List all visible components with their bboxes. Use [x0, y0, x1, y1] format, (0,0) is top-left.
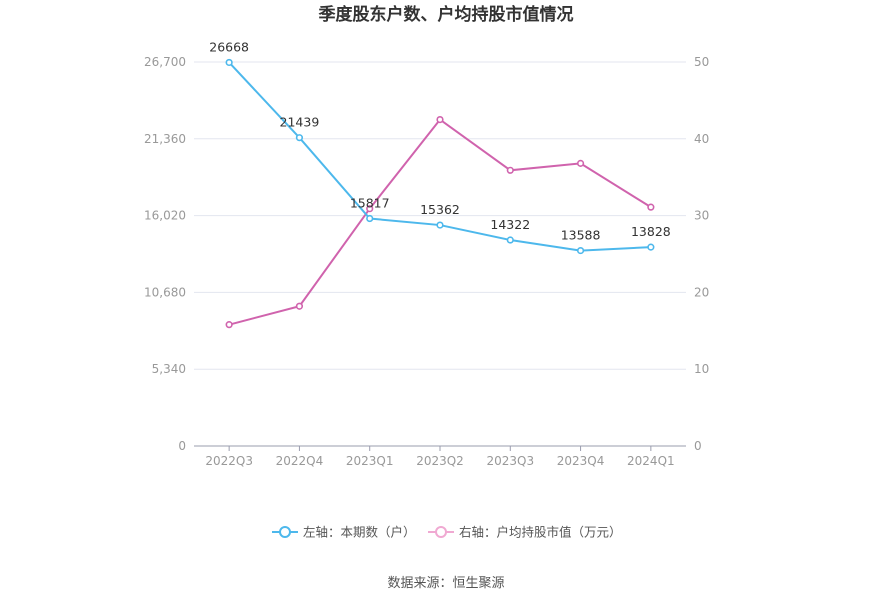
data-point [506, 236, 514, 244]
data-point [295, 302, 304, 310]
grid [194, 61, 686, 370]
right-axis: 0 10 20 30 40 50 [694, 55, 709, 453]
data-label: 15817 [350, 196, 390, 211]
data-label: 26668 [209, 39, 249, 54]
x-tick-label: 2023Q3 [486, 454, 534, 468]
data-label: 15362 [420, 202, 460, 217]
y-left-tick-label: 16,020 [144, 209, 186, 223]
legend-label: 左轴：本期数（户） [303, 525, 416, 540]
x-tick-label: 2023Q4 [557, 454, 605, 468]
y-right-tick-label: 40 [694, 132, 709, 146]
data-point [366, 214, 374, 223]
legend: 左轴：本期数（户） 右轴：户均持股市值（万元） [272, 525, 622, 540]
data-point [576, 159, 585, 167]
data-point [576, 246, 585, 255]
data-label: 13828 [631, 224, 671, 239]
data-label: 14322 [490, 217, 530, 232]
chart-title: 季度股东户数、户均持股市值情况 [319, 4, 574, 25]
left-axis: 0 5,340 10,680 16,020 21,360 26,700 [144, 55, 186, 453]
y-left-tick-label: 21,360 [144, 132, 186, 146]
y-left-tick-label: 10,680 [144, 285, 186, 299]
y-right-tick-label: 20 [694, 285, 709, 299]
data-point [436, 115, 444, 124]
data-point [225, 321, 233, 329]
data-point [295, 134, 304, 142]
y-right-tick-label: 50 [694, 55, 709, 69]
source-note: 数据来源：恒生聚源 [387, 576, 504, 591]
x-tick-label: 2022Q3 [205, 454, 253, 468]
y-left-tick-label: 26,700 [144, 55, 186, 69]
x-axis: 2022Q3 2022Q4 2023Q1 2023Q2 2023Q3 2023Q4 2024… [194, 445, 686, 468]
y-left-tick-label: 0 [178, 439, 186, 453]
x-tick-label: 2023Q1 [346, 454, 394, 468]
data-point [225, 58, 233, 67]
legend-swatch-marker [279, 526, 291, 538]
x-tick-label: 2023Q2 [416, 454, 464, 468]
x-tick-label: 2024Q1 [627, 454, 675, 468]
data-label: 13588 [561, 228, 601, 243]
data-point [366, 205, 374, 213]
y-right-tick-label: 30 [694, 209, 709, 223]
y-right-tick-label: 0 [694, 439, 702, 453]
y-left-tick-label: 5,340 [152, 362, 186, 376]
data-label: 21439 [280, 115, 320, 130]
x-tick-label: 2022Q4 [276, 454, 324, 468]
y-right-tick-label: 10 [694, 362, 709, 376]
series-right-layer [225, 115, 655, 329]
data-point [647, 243, 655, 251]
data-point [436, 221, 444, 229]
series-left-layer: 26668 21439 15817 15362 14322 13588 13828 [209, 39, 671, 255]
legend-swatch-marker [435, 526, 447, 538]
data-point [506, 166, 514, 174]
data-point [647, 203, 655, 211]
legend-label: 右轴：户均持股市值（万元） [459, 525, 622, 540]
